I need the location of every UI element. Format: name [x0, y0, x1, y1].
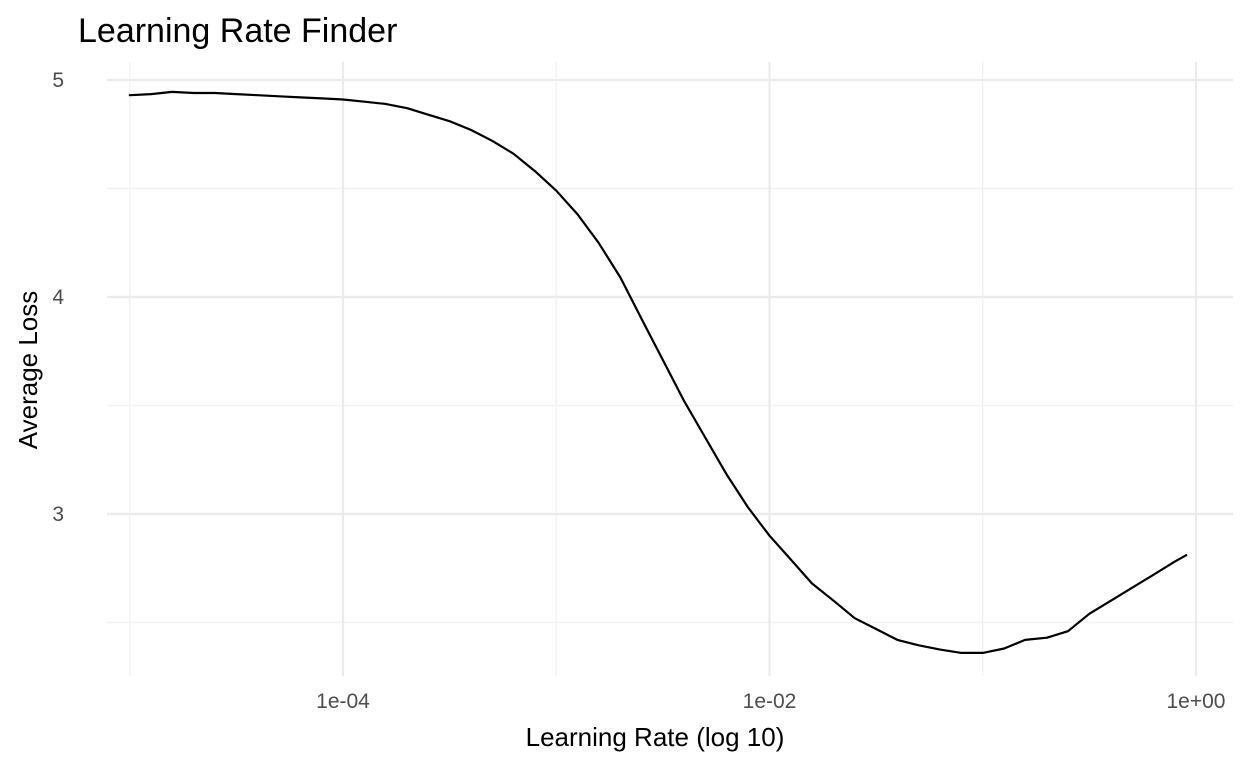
y-tick-label: 4: [52, 286, 64, 309]
x-tick-label: 1e+00: [1167, 690, 1226, 713]
y-tick-label: 3: [52, 503, 64, 526]
y-axis-title: Average Loss: [13, 291, 43, 450]
x-axis-title: Learning Rate (log 10): [526, 722, 785, 752]
chart-title: Learning Rate Finder: [78, 12, 397, 50]
series-layer: [128, 90, 1188, 655]
tick-labels: 1e-04 1e-02 1e+00 3 4 5: [52, 69, 1225, 713]
x-tick-label: 1e-04: [316, 690, 370, 713]
loss-series-line: [128, 90, 1188, 655]
x-tick-label: 1e-02: [743, 690, 797, 713]
grid: [107, 62, 1233, 676]
y-tick-label: 5: [52, 69, 64, 92]
